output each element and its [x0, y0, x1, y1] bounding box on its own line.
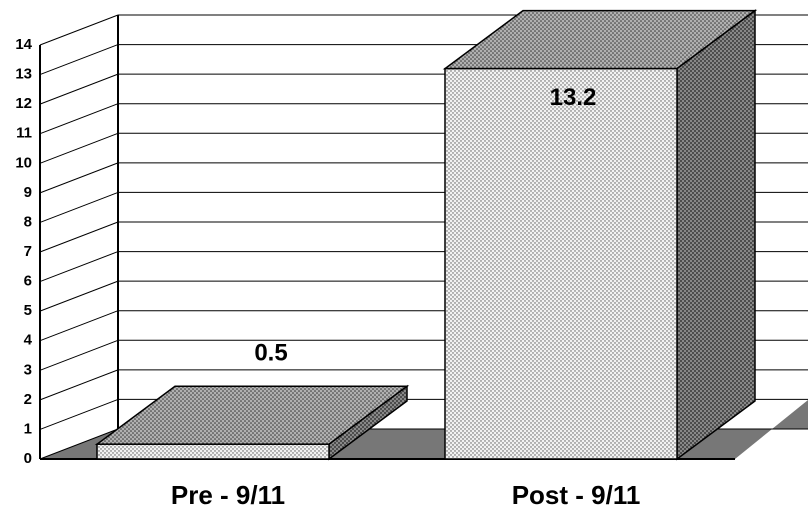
y-tick-label: 11	[16, 125, 32, 142]
y-tick-label: 7	[24, 243, 32, 260]
y-tick-label: 8	[24, 213, 32, 230]
y-tick-label: 5	[24, 302, 32, 319]
y-tick-label: 0	[24, 450, 32, 467]
bar	[444, 67, 678, 460]
grid-line-diagonal	[39, 428, 119, 460]
grid-line-diagonal	[39, 339, 119, 371]
grid-line-diagonal	[39, 369, 119, 401]
y-tick-label: 1	[24, 420, 32, 437]
grid-line-diagonal	[39, 103, 119, 135]
y-tick-label: 9	[24, 184, 32, 201]
grid-line-diagonal	[39, 398, 119, 430]
bar-side	[676, 9, 756, 461]
grid-line-diagonal	[39, 132, 119, 164]
value-label: 13.2	[550, 84, 597, 111]
y-tick-label: 3	[24, 361, 32, 378]
y-tick-label: 2	[24, 391, 32, 408]
y-tick-label: 6	[24, 273, 32, 290]
y-tick-label: 14	[15, 36, 32, 53]
grid-line-diagonal	[39, 162, 119, 194]
y-tick-label: 12	[15, 95, 32, 112]
grid-line-diagonal	[39, 280, 119, 312]
x-tick-label: Pre - 9/11	[171, 480, 285, 510]
grid-line-diagonal	[39, 251, 119, 283]
grid-line-diagonal	[39, 221, 119, 253]
x-tick-label: Post - 9/11	[512, 480, 641, 510]
grid-line-diagonal	[39, 191, 119, 223]
bar	[96, 443, 330, 460]
y-tick-label: 13	[15, 66, 32, 83]
grid-line-diagonal	[39, 44, 119, 76]
grid-line-diagonal	[39, 310, 119, 342]
grid-line-diagonal	[39, 14, 119, 46]
value-label: 0.5	[254, 340, 287, 367]
grid-line-diagonal	[39, 73, 119, 105]
y-tick-label: 4	[24, 332, 33, 349]
y-tick-label: 10	[15, 154, 32, 171]
